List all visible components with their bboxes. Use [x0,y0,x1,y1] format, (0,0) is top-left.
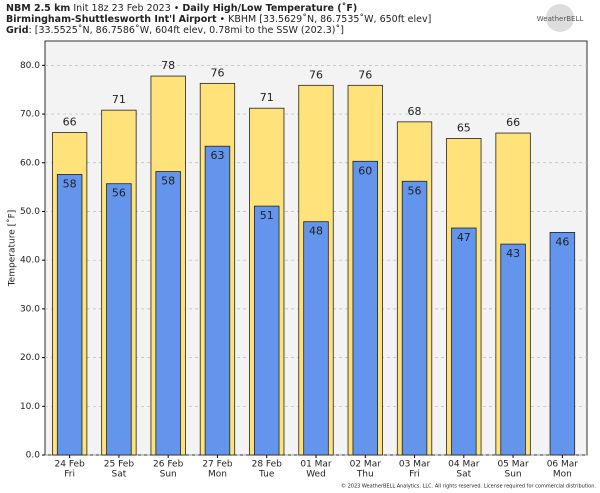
y-tick-label: 20.0 [20,353,40,363]
title-line: NBM 2.5 km Init 18z 23 Feb 2023 • Daily … [6,3,357,14]
title-part: : [33.5525˚N, 86.7586˚W, 604ft elev, 0.7… [29,25,344,36]
x-tick-label: 24 Feb [55,460,86,470]
value-label: 71 [260,91,274,104]
value-label: 76 [358,68,372,81]
x-tick-label: 05 Mar [497,460,529,470]
title-part: Daily High/Low Temperature (˚F) [182,3,357,14]
title-part: NBM 2.5 km [6,3,70,14]
value-label: 65 [457,121,471,134]
title-line: Grid: [33.5525˚N, 86.7586˚W, 604ft elev,… [6,25,344,36]
title-part: • KBHM [33.5629˚N, 86.7535˚W, 650ft elev… [216,14,431,25]
bar [352,160,378,456]
x-tick-label: 03 Mar [399,460,431,470]
value-label: 63 [210,149,224,162]
y-tick-label: 30.0 [20,304,40,314]
x-tick-sublabel: Wed [306,470,326,480]
y-tick-label: 40.0 [20,256,40,266]
value-label: 66 [506,116,520,129]
x-tick-sublabel: Sat [112,470,127,480]
footer: © 2023 WeatherBELL Analytics, LLC. All r… [341,483,596,490]
y-tick-label: 80.0 [20,61,40,71]
title-line: Birmingham-Shuttlesworth Int'l Airport •… [6,14,431,25]
bar [549,232,576,456]
y-axis-label: Temperature [˚F] [7,210,18,288]
y-tick-label: 50.0 [20,207,40,217]
value-label: 58 [161,175,175,188]
bar [451,227,477,456]
x-tick-label: 06 Mar [547,460,579,470]
value-label: 76 [210,66,224,79]
bar [155,171,181,456]
value-label: 43 [506,247,520,260]
value-label: 47 [457,231,471,244]
x-tick-sublabel: Fri [409,470,420,480]
bar [401,180,428,456]
title-part: Init 18z 23 Feb 2023 • [70,3,182,14]
x-tick-sublabel: Fri [64,470,75,480]
x-tick-sublabel: Mon [553,470,572,480]
title-part: Birmingham-Shuttlesworth Int'l Airport [6,14,217,25]
x-tick-sublabel: Tue [258,470,275,480]
x-tick-sublabel: Sat [456,470,471,480]
bar [500,243,526,456]
value-label: 66 [63,116,77,129]
logo: WeatherBELL [537,15,584,23]
value-label: 68 [408,105,422,118]
value-label: 60 [358,164,372,177]
value-label: 71 [112,93,126,106]
y-tick-label: 60.0 [20,158,40,168]
x-tick-label: 28 Feb [252,460,283,470]
bar [106,183,132,456]
value-label: 51 [260,209,274,222]
x-tick-label: 01 Mar [300,460,332,470]
value-label: 56 [112,187,126,200]
x-tick-label: 02 Mar [350,460,382,470]
value-label: 46 [555,235,569,248]
y-tick-label: 70.0 [20,110,40,120]
bar [254,205,280,456]
x-tick-label: 04 Mar [448,460,480,470]
x-tick-sublabel: Thu [356,470,374,480]
title-part: Grid [6,25,29,36]
value-label: 78 [161,59,175,72]
x-tick-label: 25 Feb [104,460,135,470]
value-label: 58 [63,177,77,190]
value-label: 76 [309,68,323,81]
bar [204,145,231,456]
x-tick-label: 27 Feb [202,460,233,470]
value-label: 48 [309,225,323,238]
x-tick-sublabel: Mon [208,470,227,480]
y-tick-label: 0.0 [26,451,41,461]
x-tick-sublabel: Sun [505,470,522,480]
y-tick-label: 10.0 [20,402,40,412]
logo-globe [546,4,574,32]
x-tick-label: 26 Feb [153,460,184,470]
x-tick-sublabel: Sun [160,470,177,480]
bar [56,174,83,456]
bar [303,221,329,456]
value-label: 56 [408,184,422,197]
